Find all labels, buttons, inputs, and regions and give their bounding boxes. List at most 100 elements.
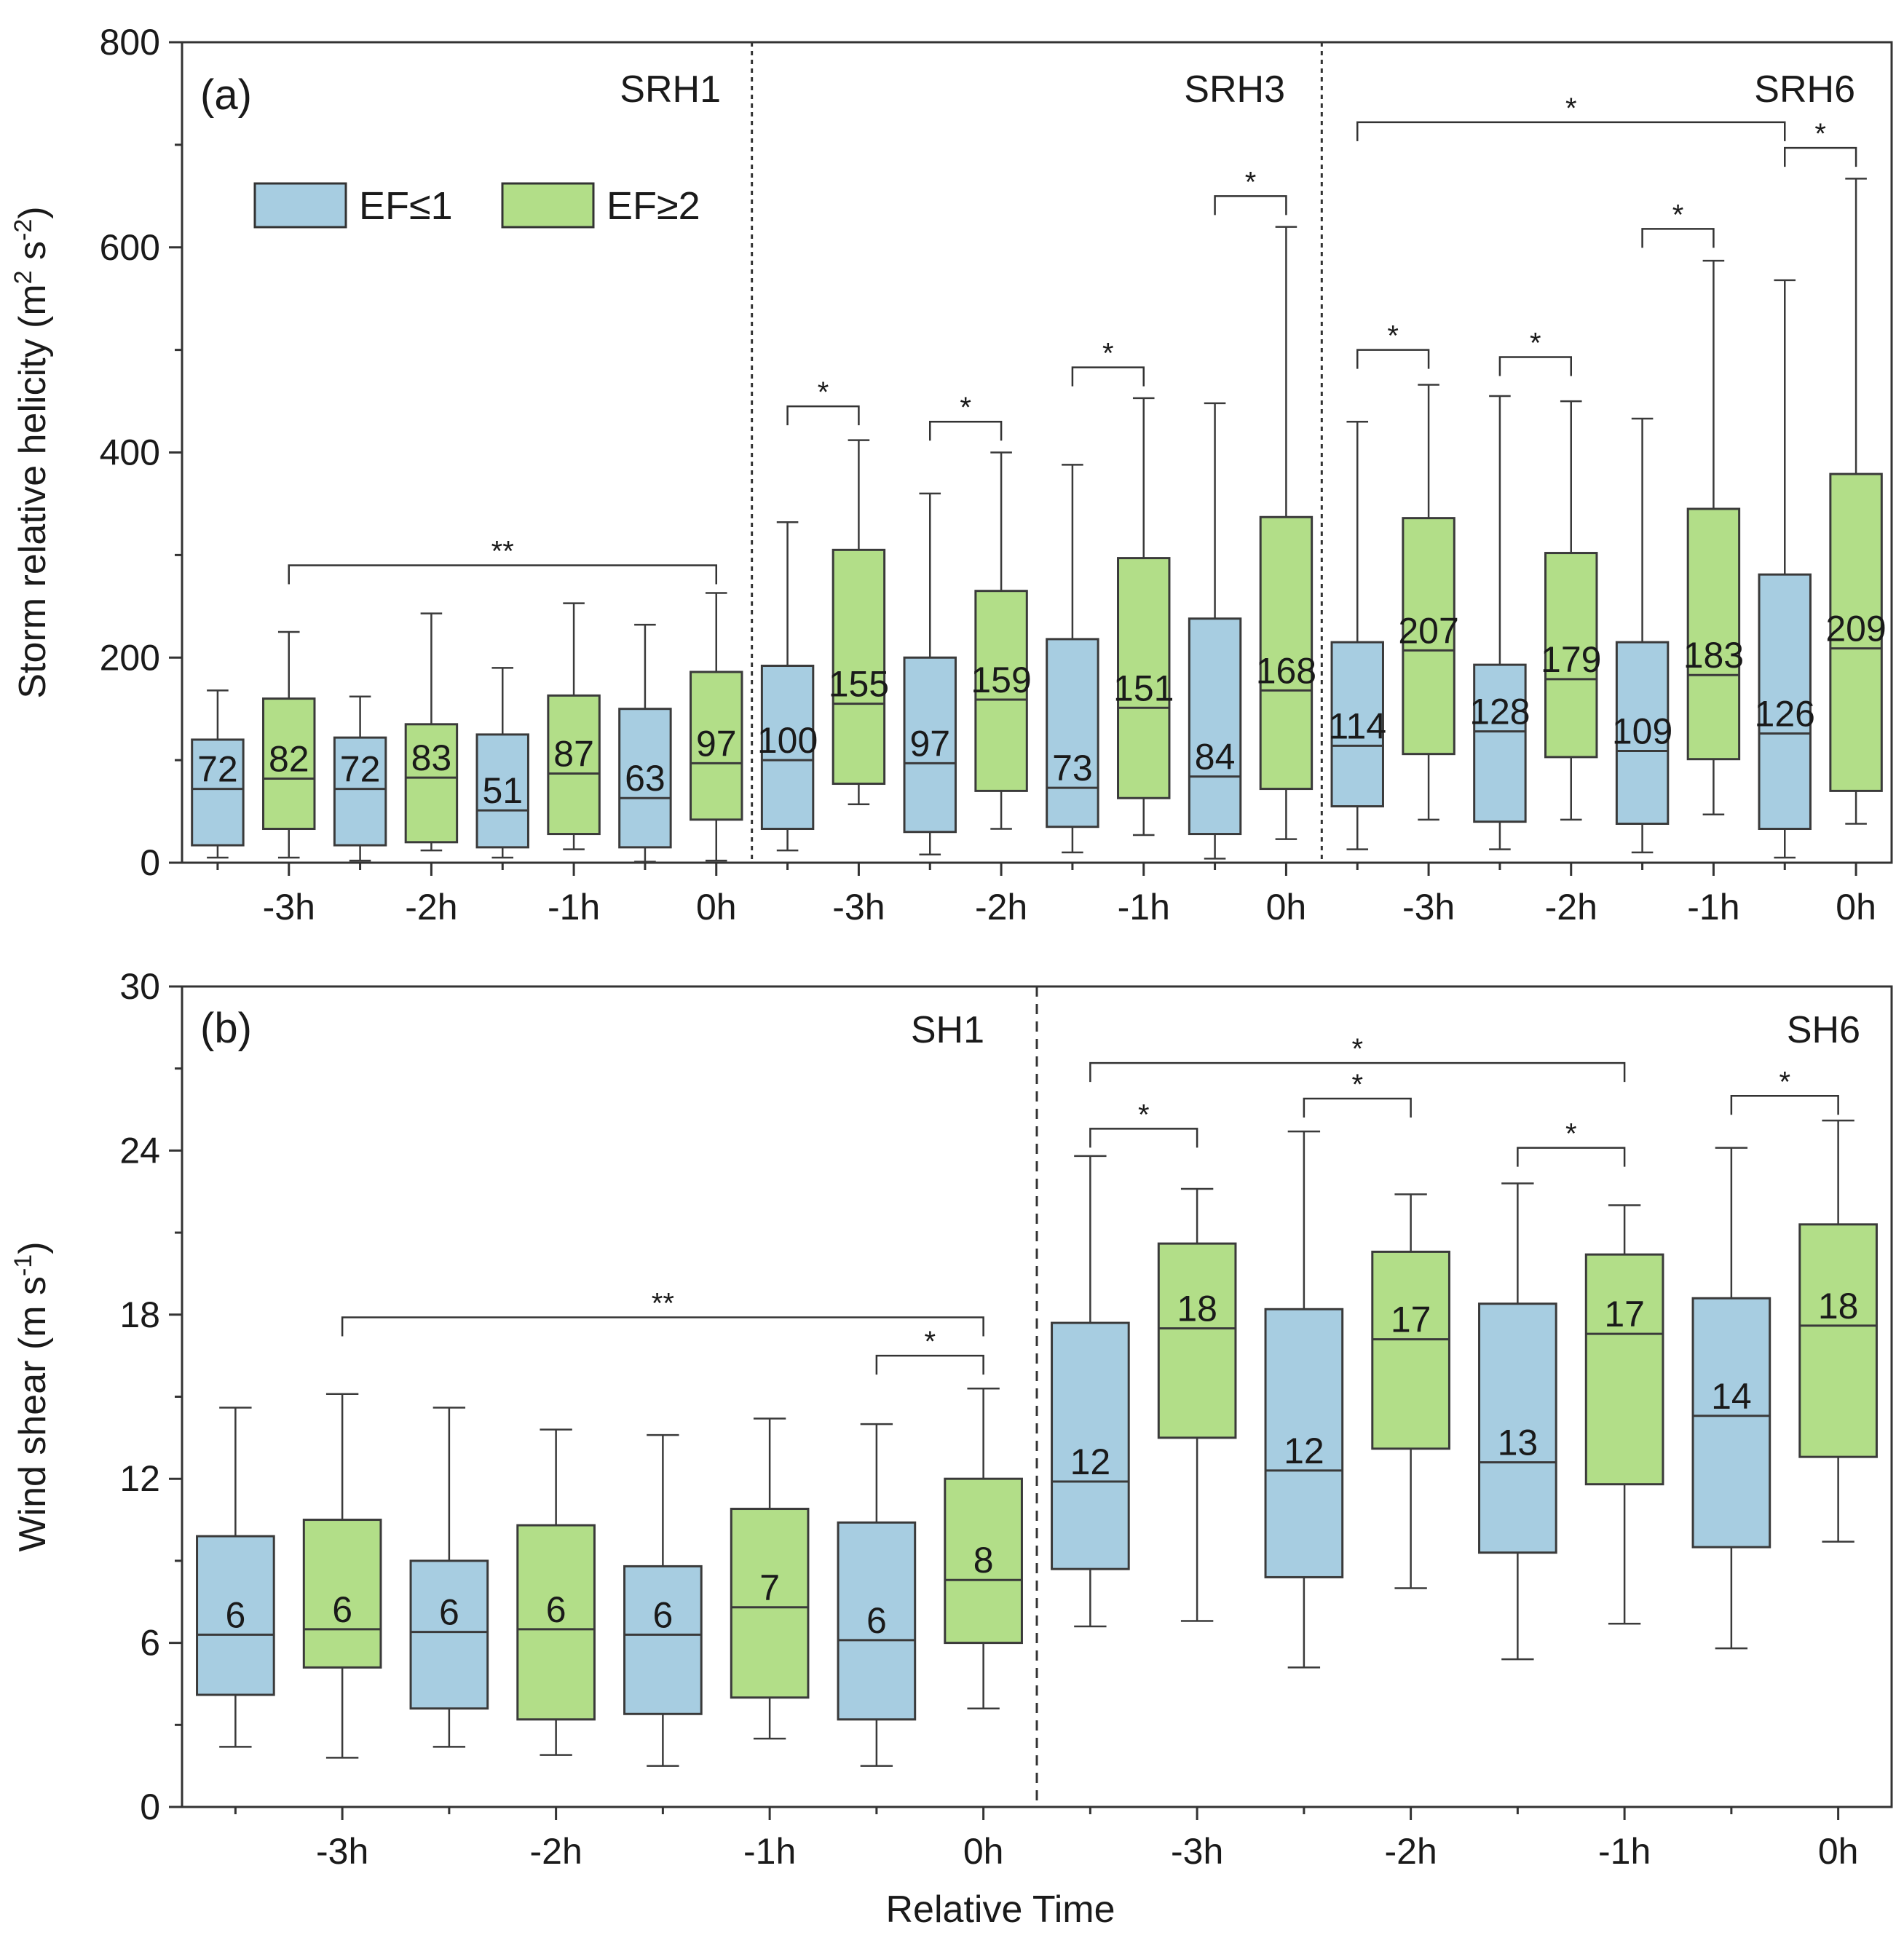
x-tick-label: -1h: [1118, 887, 1170, 928]
box-iqr: [1584, 1253, 1664, 1486]
median-value-label: 6: [332, 1589, 352, 1630]
x-tick-label: -1h: [1687, 887, 1739, 928]
median-value-label: 100: [757, 720, 818, 761]
x-tick-label: -3h: [263, 887, 315, 928]
panel-label: (b): [200, 1005, 252, 1052]
box-iqr: [760, 665, 815, 831]
legend-swatch-ef-high: [501, 182, 595, 229]
x-tick-label: -2h: [405, 887, 457, 928]
median-value-label: 151: [1113, 668, 1174, 708]
median-value-label: 14: [1711, 1376, 1752, 1417]
median-value-label: 13: [1498, 1423, 1538, 1463]
box-iqr: [1402, 517, 1455, 756]
median-value-label: 8: [973, 1540, 994, 1581]
significance-marker: *: [1779, 1066, 1790, 1098]
median-value-label: 63: [625, 758, 665, 799]
significance-marker: *: [1814, 118, 1826, 150]
y-tick-label: 12: [119, 1458, 160, 1499]
panel-a-srh: 0 200 400 600 800 Storm relative helicity (m2…: [9, 22, 1893, 928]
y-tick-label: 0: [140, 842, 160, 883]
box-iqr: [1264, 1308, 1344, 1578]
x-tick-label: -3h: [316, 1831, 368, 1872]
median-value-label: 87: [553, 733, 594, 774]
significance-marker: *: [1672, 199, 1684, 231]
section-label-srh3: SRH3: [1184, 68, 1285, 111]
legend-label-ef-high: EF≥2: [607, 184, 700, 228]
x-tick-label: 0h: [1836, 887, 1876, 928]
box-iqr: [1330, 641, 1384, 808]
x-axis-title: Relative Time: [886, 1888, 1115, 1931]
median-value-label: 179: [1541, 639, 1601, 680]
x-tick-label: -3h: [1402, 887, 1455, 928]
significance-bracket: [1303, 1097, 1412, 1118]
y-tick-label: 800: [100, 22, 160, 63]
y-axis-title: Storm relative helicity (m2 s-2): [9, 206, 54, 698]
median-value-label: 17: [1604, 1294, 1645, 1334]
median-value-label: 6: [225, 1594, 245, 1635]
y-tick-label: 0: [140, 1787, 160, 1827]
median-value-label: 6: [866, 1600, 887, 1641]
significance-bracket: [1071, 366, 1145, 387]
significance-marker: *: [1351, 1033, 1363, 1065]
box-iqr: [1829, 472, 1883, 792]
median-value-label: 6: [439, 1592, 459, 1633]
box-iqr: [1473, 663, 1527, 823]
significance-bracket: [1089, 1061, 1626, 1083]
box-iqr: [1157, 1242, 1237, 1439]
significance-marker: *: [924, 1326, 936, 1358]
median-value-label: 209: [1825, 609, 1886, 649]
box-iqr: [516, 1524, 596, 1721]
panel-label: (a): [200, 71, 252, 119]
median-value-label: 17: [1391, 1300, 1431, 1340]
box-iqr: [1117, 557, 1171, 799]
box-iqr: [475, 733, 529, 849]
significance-marker: *: [1565, 1118, 1577, 1150]
box-iqr: [944, 1477, 1023, 1645]
significance-bracket: [288, 564, 717, 585]
significance-marker: *: [1565, 92, 1577, 124]
section-label-srh6: SRH6: [1754, 68, 1855, 111]
box-iqr: [618, 708, 672, 849]
significance-marker: **: [652, 1288, 674, 1320]
significance-bracket: [1730, 1095, 1839, 1115]
box-iqr: [837, 1521, 917, 1721]
median-value-label: 7: [759, 1567, 780, 1608]
legend-swatch-ef-low: [253, 182, 347, 229]
y-tick-label: 18: [119, 1294, 160, 1335]
x-tick-label: -1h: [1598, 1831, 1651, 1872]
x-tick-label: 0h: [1818, 1831, 1859, 1872]
x-tick-label: 0h: [696, 887, 737, 928]
significance-bracket: [786, 405, 860, 426]
box-iqr: [831, 548, 886, 786]
median-value-label: 84: [1195, 737, 1236, 778]
panel-b-wind-shear: 0 6 12 18 24 30 Wind shear (m s-1) -3h -2h -1h 0h S…: [9, 966, 1893, 1872]
significance-bracket: [1784, 146, 1857, 167]
median-value-label: 6: [652, 1594, 673, 1635]
box-iqr: [1259, 515, 1314, 791]
box-iqr: [730, 1508, 810, 1699]
x-tick-label: -2h: [1545, 887, 1597, 928]
significance-marker: *: [1387, 320, 1399, 352]
box-iqr: [1046, 638, 1099, 828]
median-value-label: 159: [971, 660, 1031, 700]
significance-marker: *: [1138, 1099, 1150, 1131]
significance-marker: *: [960, 392, 971, 424]
y-tick-label: 600: [100, 227, 160, 268]
x-tick-label: -3h: [1171, 1831, 1223, 1872]
x-tick-label: 0h: [963, 1831, 1004, 1872]
median-value-label: 51: [482, 770, 523, 811]
significance-marker: *: [818, 376, 829, 408]
significance-marker: *: [1102, 338, 1114, 370]
significance-bracket: [1641, 228, 1715, 248]
section-label-sh6: SH6: [1787, 1009, 1860, 1051]
significance-bracket: [1356, 121, 1786, 141]
box-iqr: [1686, 507, 1741, 761]
x-tick-label: 0h: [1266, 887, 1307, 928]
significance-bracket: [341, 1316, 984, 1337]
y-tick-label: 200: [100, 637, 160, 678]
median-value-label: 155: [829, 664, 889, 705]
median-value-label: 168: [1256, 650, 1316, 691]
x-tick-label: -2h: [975, 887, 1027, 928]
